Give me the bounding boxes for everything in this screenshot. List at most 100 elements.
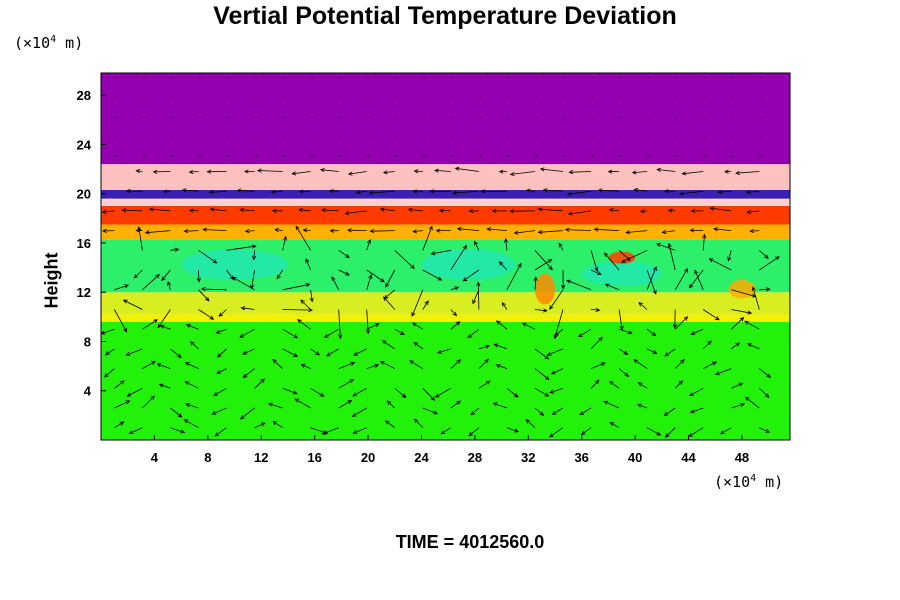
x-tick-label: 20 [361, 450, 375, 465]
vector-arrow [215, 328, 227, 334]
vector-arrow [720, 427, 732, 435]
vector-arrow [513, 230, 536, 235]
vector-arrow [551, 407, 564, 415]
vector-arrow [103, 368, 115, 378]
vector-arrow [702, 233, 707, 251]
x-tick-label: 12 [254, 450, 268, 465]
vector-arrow [597, 188, 620, 193]
vector-arrow [159, 324, 171, 330]
vector-arrow [495, 364, 508, 369]
vector-arrow [185, 403, 199, 409]
vector-arrow [338, 249, 350, 259]
vector-arrow [709, 206, 732, 212]
vector-arrow [101, 228, 115, 233]
vector-arrow [730, 316, 745, 330]
vector-arrow [744, 396, 760, 409]
vector-arrow [664, 348, 676, 357]
vector-arrow [549, 427, 564, 438]
vector-arrow [470, 407, 480, 416]
chart-title: Vertial Potential Temperature Deviation [213, 2, 677, 30]
vector-arrow [170, 247, 180, 252]
vector-arrow [394, 328, 405, 336]
heatmap-layer-8 [101, 164, 790, 190]
vector-arrow [542, 188, 564, 193]
vector-arrow [144, 230, 171, 235]
vector-arrow [323, 328, 339, 338]
vector-arrow [236, 188, 255, 193]
x-tick-label: 40 [628, 450, 642, 465]
vector-arrow [450, 359, 462, 369]
vector-arrow [338, 379, 355, 389]
vector-arrow [355, 190, 367, 195]
vector-arrow [167, 280, 172, 290]
vector-arrow [759, 287, 771, 292]
y-tick-label: 12 [77, 285, 91, 300]
vector-arrow [462, 269, 480, 282]
vector-arrow [678, 190, 704, 196]
vector-arrow [491, 208, 507, 214]
vector-arrow [329, 228, 339, 233]
vector-arrow [321, 427, 339, 435]
vector-arrow [723, 169, 732, 174]
vector-arrow [646, 427, 662, 436]
vector-arrow [412, 229, 423, 234]
vector-arrow [435, 228, 451, 233]
vector-arrow [170, 348, 182, 358]
vector-arrow [549, 289, 564, 310]
vector-arrow [383, 289, 396, 300]
vector-arrow [213, 387, 227, 396]
vector-arrow [434, 387, 451, 398]
vector-arrow [184, 381, 199, 389]
vector-arrow [125, 348, 143, 356]
vector-arrow [282, 235, 287, 251]
vector-arrow [250, 269, 255, 290]
vector-arrow [521, 322, 536, 330]
vector-arrow [474, 240, 480, 251]
vector-arrow [114, 380, 125, 389]
vector-arrow [603, 400, 620, 409]
heatmap-patch-5 [608, 251, 636, 264]
vector-arrow [434, 168, 451, 173]
vector-arrow [270, 189, 283, 194]
vector-arrow [468, 427, 480, 437]
vector-arrow [525, 419, 536, 428]
vector-arrow [366, 239, 371, 251]
vector-arrow [438, 208, 451, 213]
vector-arrow [486, 227, 507, 232]
vector-arrow [209, 207, 227, 212]
vector-arrow [208, 190, 227, 195]
x-tick-label: 8 [204, 450, 211, 465]
vector-arrow [534, 308, 548, 313]
vector-arrow [271, 208, 283, 213]
vector-arrow [325, 348, 339, 357]
vector-arrow [183, 419, 199, 429]
vector-arrow [294, 398, 311, 409]
heatmap-layer-2 [101, 292, 790, 315]
vector-arrow [133, 269, 143, 279]
vector-arrow [558, 242, 564, 251]
vector-arrow [731, 382, 744, 389]
x-axis-unit: (×104 m) [714, 473, 783, 491]
heatmap-patch-0 [181, 249, 288, 280]
vector-arrow [667, 208, 676, 213]
vector-arrow [674, 359, 685, 369]
y-tick-label: 20 [77, 187, 91, 202]
plot-frame [100, 72, 791, 441]
vector-arrow [688, 269, 704, 289]
vector-arrow [239, 207, 255, 213]
vector-arrow [282, 387, 298, 395]
vector-arrow [161, 269, 171, 282]
vector-arrow [422, 225, 433, 251]
vector-arrow [254, 422, 266, 429]
vector-arrow [478, 358, 490, 369]
vector-arrow [493, 343, 508, 350]
heatmap-patch-3 [534, 273, 555, 305]
vector-arrow [579, 407, 592, 416]
vector-arrow [702, 309, 720, 321]
x-unit-prefix: (×10 [714, 473, 751, 491]
vector-arrow [480, 189, 507, 194]
vector-arrow [114, 284, 130, 291]
vector-arrow [621, 249, 648, 263]
vector-arrow [142, 395, 155, 409]
